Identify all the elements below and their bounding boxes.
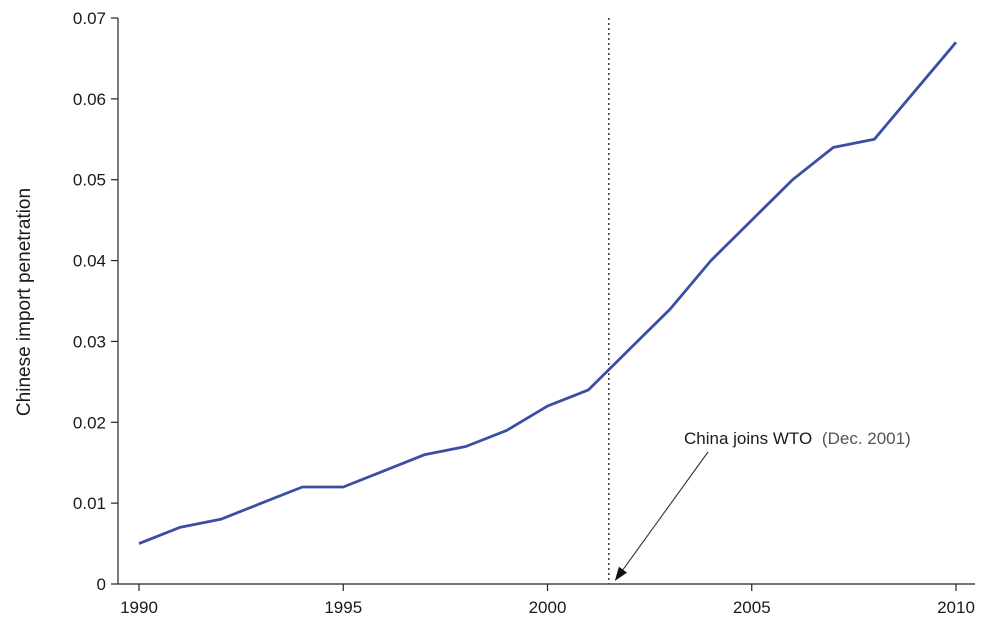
x-tick-label: 1995 bbox=[324, 598, 362, 617]
annotation-date: (Dec. 2001) bbox=[822, 429, 911, 448]
y-tick-label: 0.07 bbox=[73, 9, 106, 28]
annotation-arrow-head bbox=[614, 566, 628, 581]
annotation-arrow-line bbox=[622, 451, 709, 570]
x-tick-label: 2000 bbox=[529, 598, 567, 617]
y-tick-label: 0.02 bbox=[73, 413, 106, 432]
y-tick-label: 0.05 bbox=[73, 171, 106, 190]
x-tick-label: 2005 bbox=[733, 598, 771, 617]
series-line-import-penetration bbox=[138, 41, 958, 545]
x-tick-label: 2010 bbox=[937, 598, 975, 617]
y-tick-label: 0.03 bbox=[73, 332, 106, 351]
series-points bbox=[138, 42, 957, 544]
y-tick-label: 0.04 bbox=[73, 252, 106, 271]
y-tick-label: 0.01 bbox=[73, 494, 106, 513]
annotation-main: China joins WTO bbox=[684, 429, 812, 448]
x-axis-ticks: 1990 1995 2000 2005 2010 bbox=[120, 584, 975, 617]
y-tick-label: 0 bbox=[97, 575, 106, 594]
y-axis-ticks: 0 0.01 0.02 0.03 0.04 0.05 0.06 0.07 bbox=[73, 9, 118, 594]
wto-annotation: China joins WTO (Dec. 2001) bbox=[684, 429, 911, 448]
x-tick-label: 1990 bbox=[120, 598, 158, 617]
y-axis-title: Chinese import penetration bbox=[14, 188, 35, 416]
y-tick-label: 0.06 bbox=[73, 90, 106, 109]
